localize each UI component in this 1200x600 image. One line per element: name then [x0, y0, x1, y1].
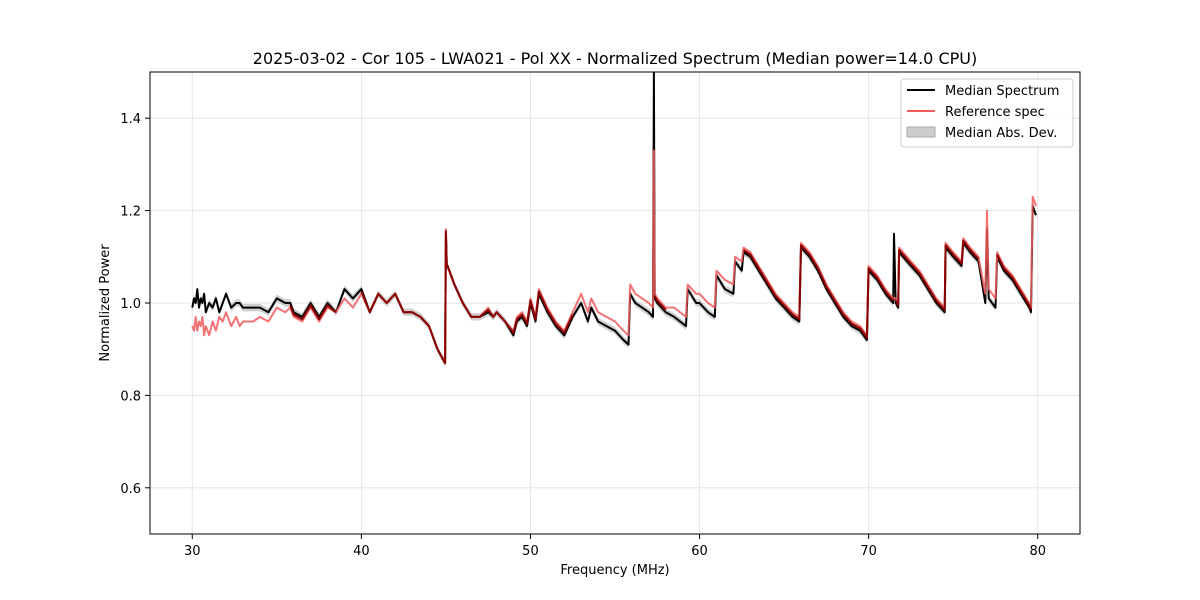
overlap-segment	[289, 304, 337, 321]
overlap-segment	[996, 254, 1032, 311]
y-axis-label: Normalized Power	[98, 244, 113, 362]
chart-title: 2025-03-02 - Cor 105 - LWA021 - Pol XX -…	[253, 49, 977, 68]
x-tick-label: 40	[353, 544, 370, 559]
overlap-segment	[894, 239, 980, 311]
legend-label-median: Median Spectrum	[945, 84, 1059, 99]
plot-area	[191, 72, 1037, 367]
x-tick-label: 80	[1029, 544, 1046, 559]
y-tick-label: 0.6	[120, 482, 141, 497]
x-axis-label: Frequency (MHz)	[560, 563, 669, 578]
y-tick-label: 1.4	[120, 112, 141, 127]
y-tick-label: 1.0	[120, 297, 141, 312]
legend-label-reference: Reference spec	[945, 105, 1045, 120]
y-tick-label: 0.8	[120, 389, 141, 404]
y-tick-label: 1.2	[120, 205, 141, 220]
legend-label-mad: Median Abs. Dev.	[945, 126, 1057, 141]
legend: Median Spectrum Reference spec Median Ab…	[900, 78, 1074, 148]
y-axis-ticks: 0.6 0.8 1.0 1.2 1.4	[120, 112, 150, 497]
x-tick-label: 70	[860, 544, 877, 559]
x-axis-ticks: 30 40 50 60 70 80	[184, 534, 1046, 559]
x-tick-label: 50	[522, 544, 539, 559]
overlap-segment	[742, 244, 894, 339]
legend-box	[900, 78, 1074, 148]
overlap-segment	[360, 230, 574, 365]
x-tick-label: 60	[691, 544, 708, 559]
legend-swatch-mad	[906, 126, 936, 138]
x-tick-label: 30	[184, 544, 201, 559]
overlap-segment	[653, 295, 667, 311]
